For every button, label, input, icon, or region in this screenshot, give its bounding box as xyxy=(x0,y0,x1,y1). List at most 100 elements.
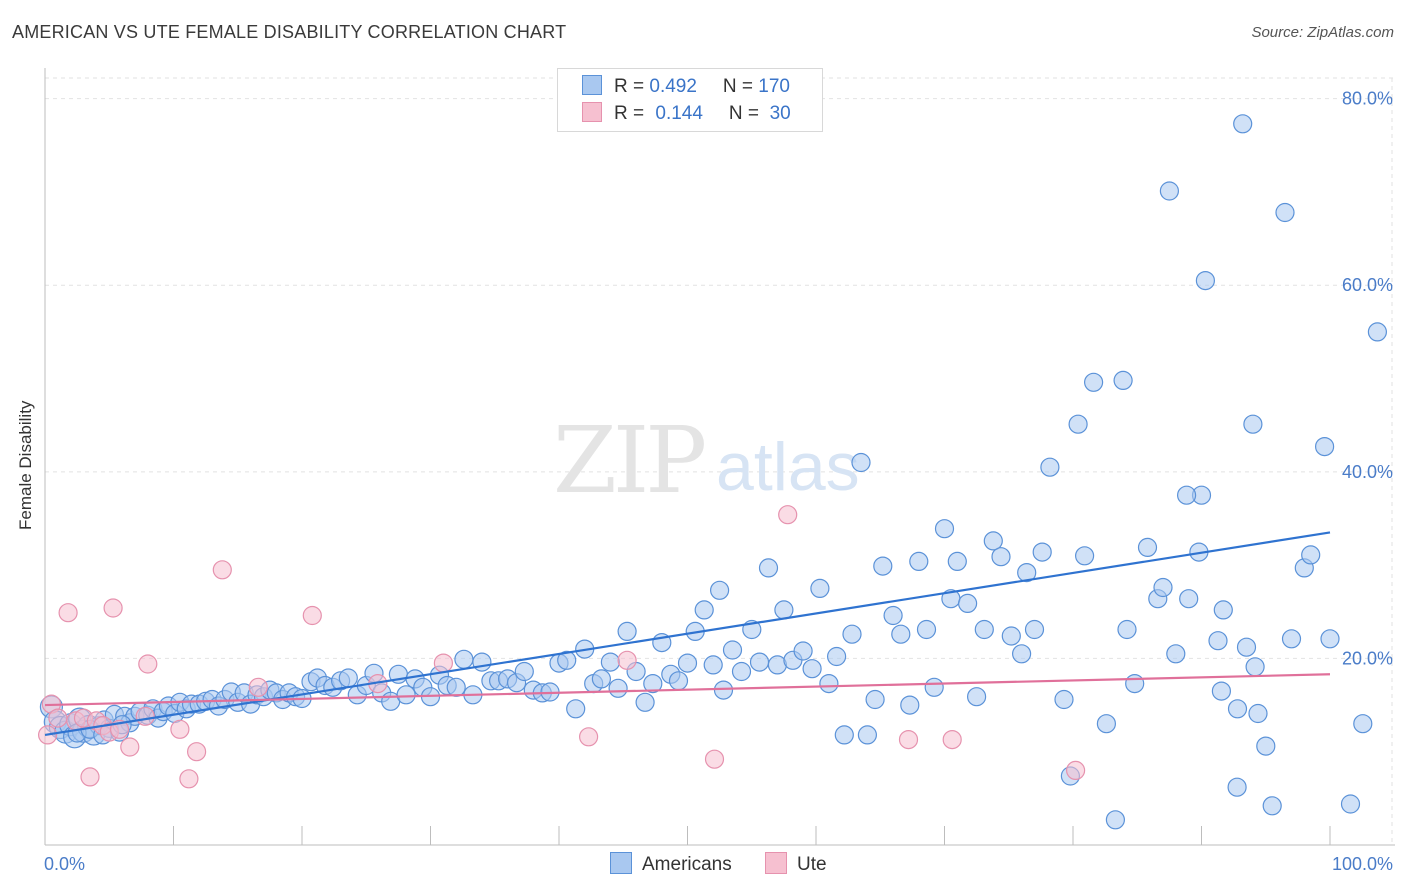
americans-point xyxy=(668,671,689,691)
ute-point xyxy=(138,654,158,674)
americans-point xyxy=(677,653,698,673)
americans-point xyxy=(947,551,967,572)
americans-point xyxy=(1245,657,1265,677)
americans-point xyxy=(865,689,885,710)
americans-point xyxy=(1195,271,1216,291)
americans-point xyxy=(1117,619,1137,640)
americans-point xyxy=(617,621,637,642)
americans-point xyxy=(1024,619,1045,640)
correlation-legend: R = 0.492 N = 170 R = 0.144 N = 30 xyxy=(557,68,823,132)
ute-point xyxy=(58,603,78,623)
americans-point xyxy=(713,680,734,700)
americans-point xyxy=(1011,644,1032,664)
n-label: N = xyxy=(722,76,759,97)
americans-point xyxy=(1314,437,1335,457)
americans-point xyxy=(1301,545,1321,565)
americans-point xyxy=(557,650,577,670)
r-label: R = xyxy=(614,103,650,124)
americans-swatch xyxy=(582,75,602,95)
americans-point xyxy=(819,673,839,694)
ute-point xyxy=(248,677,268,697)
americans-point xyxy=(643,673,663,694)
x-tick-label: 0.0% xyxy=(44,854,85,874)
americans-point xyxy=(857,725,878,745)
americans-point xyxy=(873,556,893,576)
n-label: N = xyxy=(728,103,765,124)
americans-point xyxy=(1227,777,1247,797)
americans-point xyxy=(1213,600,1233,620)
americans-point xyxy=(1137,537,1158,558)
americans-point xyxy=(591,669,612,689)
watermark-zip: ZIP xyxy=(553,407,704,514)
americans-trend-line xyxy=(44,531,1331,737)
y-tick-label: 40.0% xyxy=(1342,462,1393,482)
americans-point xyxy=(991,547,1011,567)
americans-point xyxy=(1281,629,1302,649)
americans-point xyxy=(1166,644,1186,664)
series-legend: Americans Ute xyxy=(610,852,855,876)
legend-label-ute: Ute xyxy=(797,854,827,875)
americans-point xyxy=(1054,689,1074,710)
americans-point xyxy=(1248,703,1268,724)
legend-item-americans[interactable]: Americans xyxy=(610,852,732,876)
americans-point xyxy=(446,677,466,697)
americans-point xyxy=(1256,736,1276,756)
ute-point xyxy=(704,749,725,769)
americans-point xyxy=(826,646,847,667)
americans-point xyxy=(1353,714,1373,734)
y-tick-label: 80.0% xyxy=(1342,89,1393,109)
r-label: R = xyxy=(614,76,650,97)
chart-title: AMERICAN VS UTE FEMALE DISABILITY CORREL… xyxy=(12,22,567,42)
ute-point xyxy=(170,719,190,739)
americans-point xyxy=(1105,810,1126,830)
axes xyxy=(44,68,1395,846)
americans-point xyxy=(1083,372,1104,392)
americans-point xyxy=(793,641,813,661)
ute-point xyxy=(179,769,199,789)
ute-point xyxy=(778,505,798,525)
ute-point xyxy=(80,767,100,787)
ute-point xyxy=(212,560,232,580)
n-value: 170 xyxy=(758,76,790,97)
ute-point xyxy=(302,605,322,626)
ute-point xyxy=(898,729,919,750)
americans-point xyxy=(635,692,655,712)
ute-point xyxy=(942,729,962,750)
americans-point xyxy=(1125,673,1145,694)
americans-point xyxy=(774,600,794,620)
americans-point xyxy=(1340,794,1361,814)
ute-point xyxy=(135,706,155,726)
americans-point xyxy=(1179,589,1199,609)
americans-point xyxy=(749,652,770,672)
trend-lines xyxy=(44,531,1331,737)
watermark: ZIP atlas xyxy=(553,407,860,514)
americans-point xyxy=(1211,681,1232,701)
x-tick-label: 100.0% xyxy=(1332,854,1393,874)
y-tick-label: 60.0% xyxy=(1342,275,1393,295)
americans-point xyxy=(758,558,779,578)
ute-point xyxy=(578,727,599,747)
americans-point xyxy=(694,600,714,620)
r-value: 0.492 xyxy=(649,76,697,97)
americans-point xyxy=(1275,202,1295,223)
americans-point xyxy=(454,649,474,669)
americans-point xyxy=(731,661,752,682)
americans-point xyxy=(974,619,994,640)
americans-point xyxy=(883,605,903,626)
americans-point xyxy=(722,640,743,660)
americans-point xyxy=(396,685,416,705)
ute-trend-line xyxy=(44,673,1331,707)
americans-point xyxy=(1153,577,1173,598)
americans-point xyxy=(703,655,723,675)
americans-point xyxy=(842,624,862,644)
n-value: 30 xyxy=(764,103,791,124)
americans-point xyxy=(802,659,822,679)
americans-point xyxy=(834,725,854,745)
americans-swatch xyxy=(610,852,632,874)
y-tick-label: 20.0% xyxy=(1342,648,1393,668)
ute-point xyxy=(617,650,637,670)
legend-item-ute[interactable]: Ute xyxy=(765,852,827,876)
americans-point xyxy=(514,661,534,682)
tick-labels: 20.0% 40.0% 60.0% 80.0% 0.0% 100.0% xyxy=(44,89,1393,874)
